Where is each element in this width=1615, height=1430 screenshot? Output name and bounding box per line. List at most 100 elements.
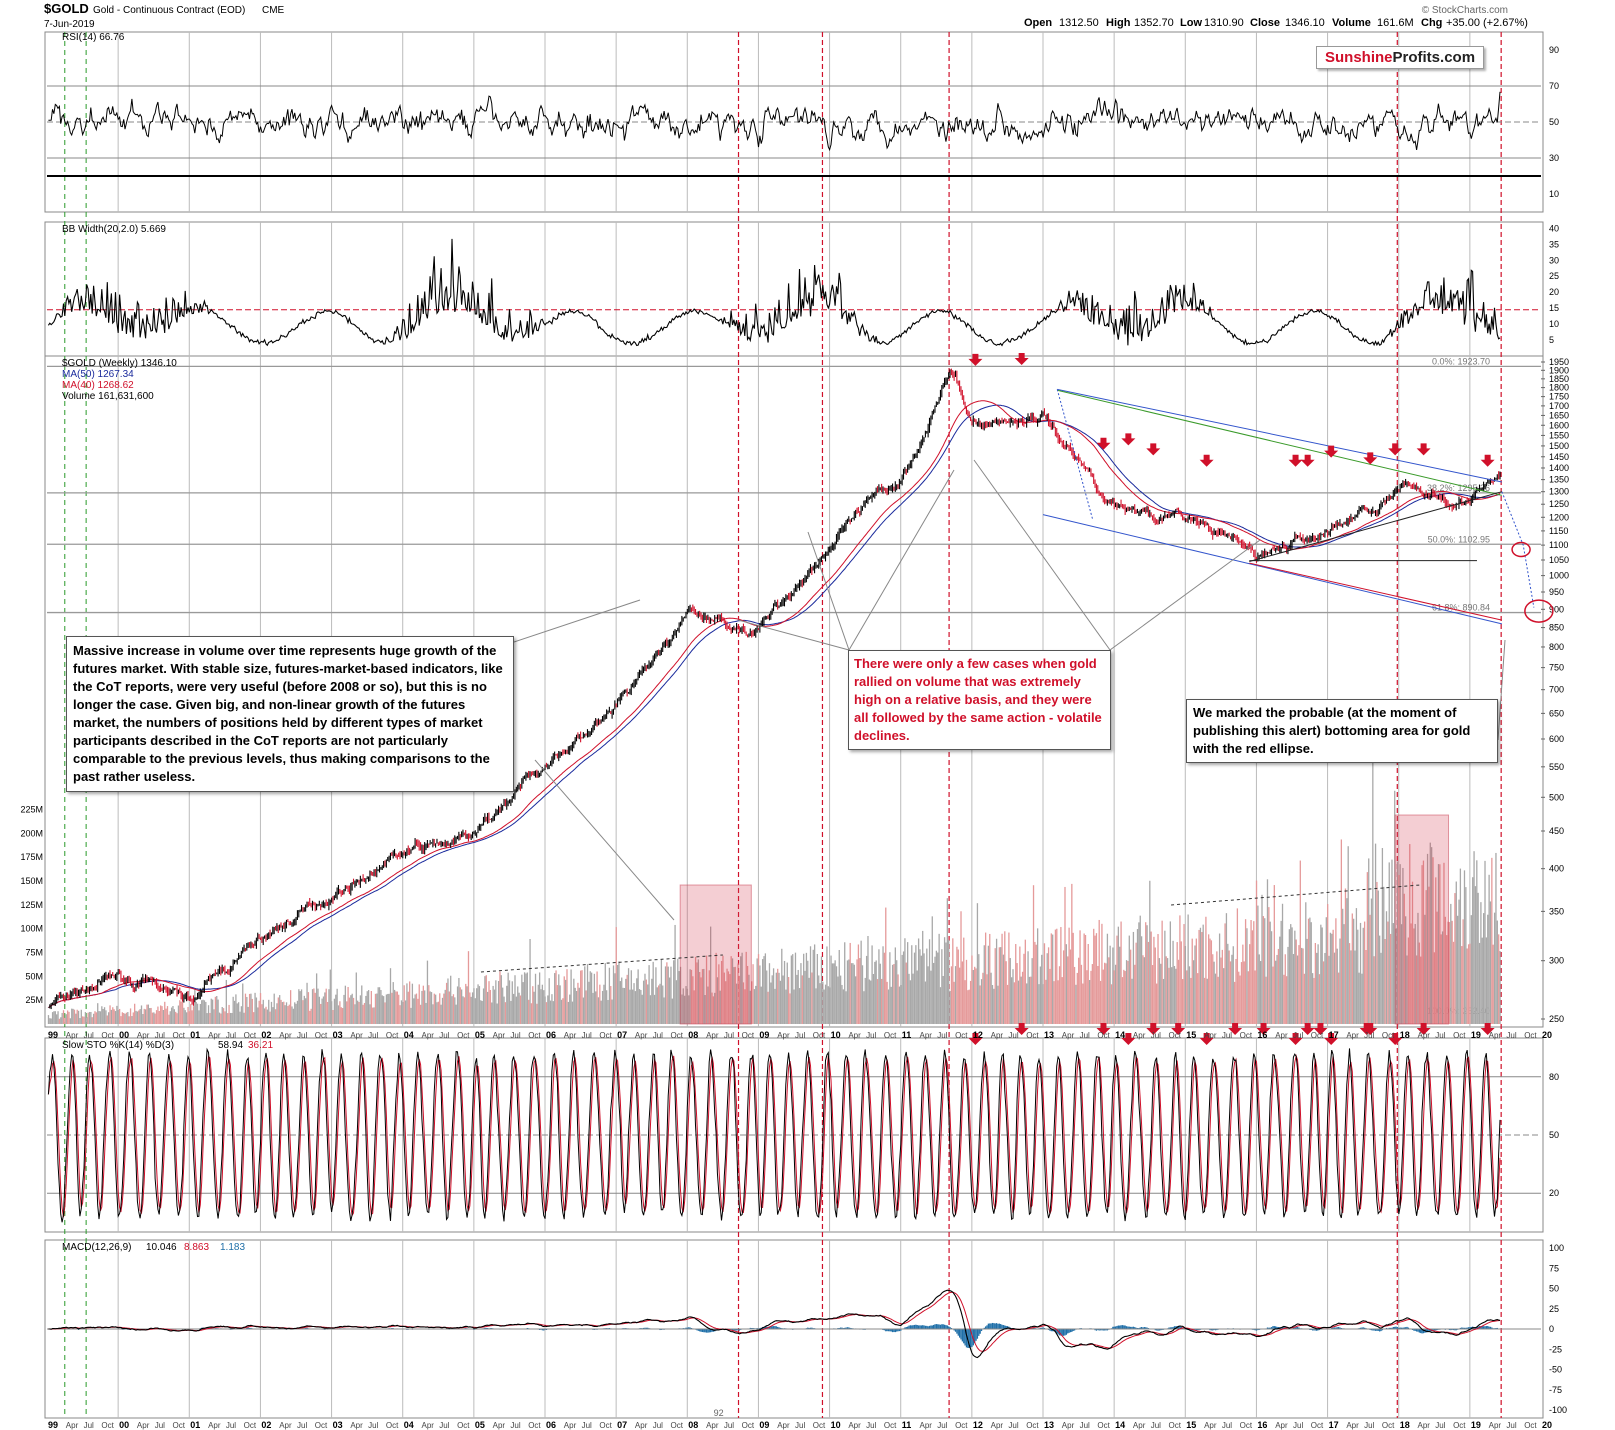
callout-line xyxy=(848,469,955,651)
x-axis-label: Jul xyxy=(1435,1421,1445,1430)
price-axis-label: 500 xyxy=(1549,792,1564,802)
volume-bar xyxy=(183,1007,185,1024)
macd-hist-bar xyxy=(1140,1327,1143,1330)
x-axis-label: 05 xyxy=(475,1030,485,1040)
volume-bar xyxy=(812,949,814,1024)
volume-bar xyxy=(837,976,839,1024)
volume-bar xyxy=(1335,918,1337,1024)
macd-hist-bar xyxy=(1374,1329,1377,1331)
volume-bar xyxy=(1313,977,1315,1024)
volume-bar xyxy=(1075,984,1077,1024)
volume-bar xyxy=(734,966,736,1024)
volume-bar xyxy=(864,977,866,1024)
volume-bar xyxy=(986,974,988,1024)
volume-bar xyxy=(79,1018,81,1024)
volume-bar xyxy=(1418,942,1420,1024)
volume-bar xyxy=(1428,886,1430,1024)
volume-bar xyxy=(651,978,653,1024)
volume-bar xyxy=(1021,971,1024,1024)
low-label: Low xyxy=(1180,17,1202,29)
volume-bar xyxy=(407,991,409,1024)
volume-bar xyxy=(118,1008,121,1024)
volume-bar xyxy=(233,1000,236,1024)
volume-bar xyxy=(675,980,678,1024)
volume-bar xyxy=(1366,872,1369,1024)
volume-bar xyxy=(562,998,564,1024)
volume-bar xyxy=(1436,911,1438,1024)
macd-hist-bar xyxy=(846,1327,849,1330)
volume-bar xyxy=(1008,932,1010,1024)
x-axis-label: Oct xyxy=(1097,1031,1110,1040)
volume-bar xyxy=(855,976,857,1024)
price-axis-label: 900 xyxy=(1549,604,1564,614)
volume-bar xyxy=(1131,978,1133,1024)
volume-bar xyxy=(176,1013,178,1024)
volume-bar xyxy=(1303,973,1306,1024)
x-axis-label: Jul xyxy=(1008,1031,1018,1040)
x-axis-label: Jul xyxy=(84,1031,94,1040)
volume-bar xyxy=(545,1002,548,1024)
macd-hist-bar xyxy=(1198,1329,1200,1331)
macd-hist-bar xyxy=(1072,1329,1074,1331)
volume-bar xyxy=(1441,931,1444,1024)
volume-bar xyxy=(714,992,716,1024)
x-axis-label: Jul xyxy=(1222,1421,1232,1430)
volume-bar xyxy=(448,991,450,1024)
volume-bar xyxy=(214,996,217,1024)
volume-bar xyxy=(956,946,958,1024)
volume-bar xyxy=(363,1002,366,1024)
volume-bar xyxy=(1156,983,1158,1024)
volume-bar xyxy=(737,963,739,1024)
x-axis-label: 01 xyxy=(190,1420,200,1430)
volume-bar xyxy=(530,1003,533,1024)
volume-bar xyxy=(1389,933,1392,1024)
rsi-line xyxy=(48,91,1501,152)
volume-bar xyxy=(1450,903,1452,1024)
callout-line xyxy=(504,599,641,646)
x-axis-label: Apr xyxy=(279,1031,292,1040)
macd-hist-bar xyxy=(975,1329,977,1341)
volume-bar xyxy=(237,1002,240,1024)
volume-bar xyxy=(982,972,984,1024)
volume-bar xyxy=(128,1016,130,1024)
macd-hist-bar xyxy=(1377,1329,1379,1331)
macd-hist-bar xyxy=(1311,1329,1314,1331)
volume-bar xyxy=(179,1000,181,1024)
volume-bar xyxy=(555,970,557,1024)
red-arrow xyxy=(1300,1023,1315,1035)
macd-hist-bar xyxy=(935,1324,938,1330)
volume-bar xyxy=(108,1012,110,1024)
volume-bar xyxy=(1435,877,1437,1024)
macd-hist-bar xyxy=(1433,1329,1436,1331)
volume-bar xyxy=(1424,914,1426,1024)
volume-bar xyxy=(850,963,853,1024)
volume-bar xyxy=(1198,929,1200,1024)
volume-bar xyxy=(741,952,743,1024)
symbol-label: $GOLD xyxy=(44,1,89,16)
volume-bar xyxy=(671,998,673,1024)
macd-hist-bar xyxy=(844,1327,846,1330)
volume-bar xyxy=(1484,860,1486,1024)
volume-bar xyxy=(708,970,710,1024)
x-axis-label: Jul xyxy=(1364,1421,1374,1430)
volume-bar xyxy=(1157,934,1159,1024)
volume-bar xyxy=(712,996,715,1024)
volume-bar xyxy=(998,947,1000,1024)
volume-bar xyxy=(778,972,780,1024)
volume-bar xyxy=(766,970,768,1024)
x-axis-label: 15 xyxy=(1186,1030,1196,1040)
volume-bar xyxy=(211,999,214,1024)
volume-bar xyxy=(1279,936,1281,1024)
x-axis-label: Jul xyxy=(439,1031,449,1040)
volume-bar xyxy=(1175,968,1177,1024)
macd-hist-bar xyxy=(1417,1329,1419,1332)
macd-hist-bar xyxy=(905,1327,907,1330)
volume-bar xyxy=(666,962,668,1024)
x-axis-label: Oct xyxy=(173,1031,186,1040)
macd-hist-bar xyxy=(1112,1326,1114,1330)
volume-bar xyxy=(411,983,414,1024)
volume-bar xyxy=(326,1001,329,1024)
volume-bar xyxy=(495,980,497,1024)
volume-bar xyxy=(285,1002,288,1024)
x-axis-label: Apr xyxy=(350,1421,363,1430)
